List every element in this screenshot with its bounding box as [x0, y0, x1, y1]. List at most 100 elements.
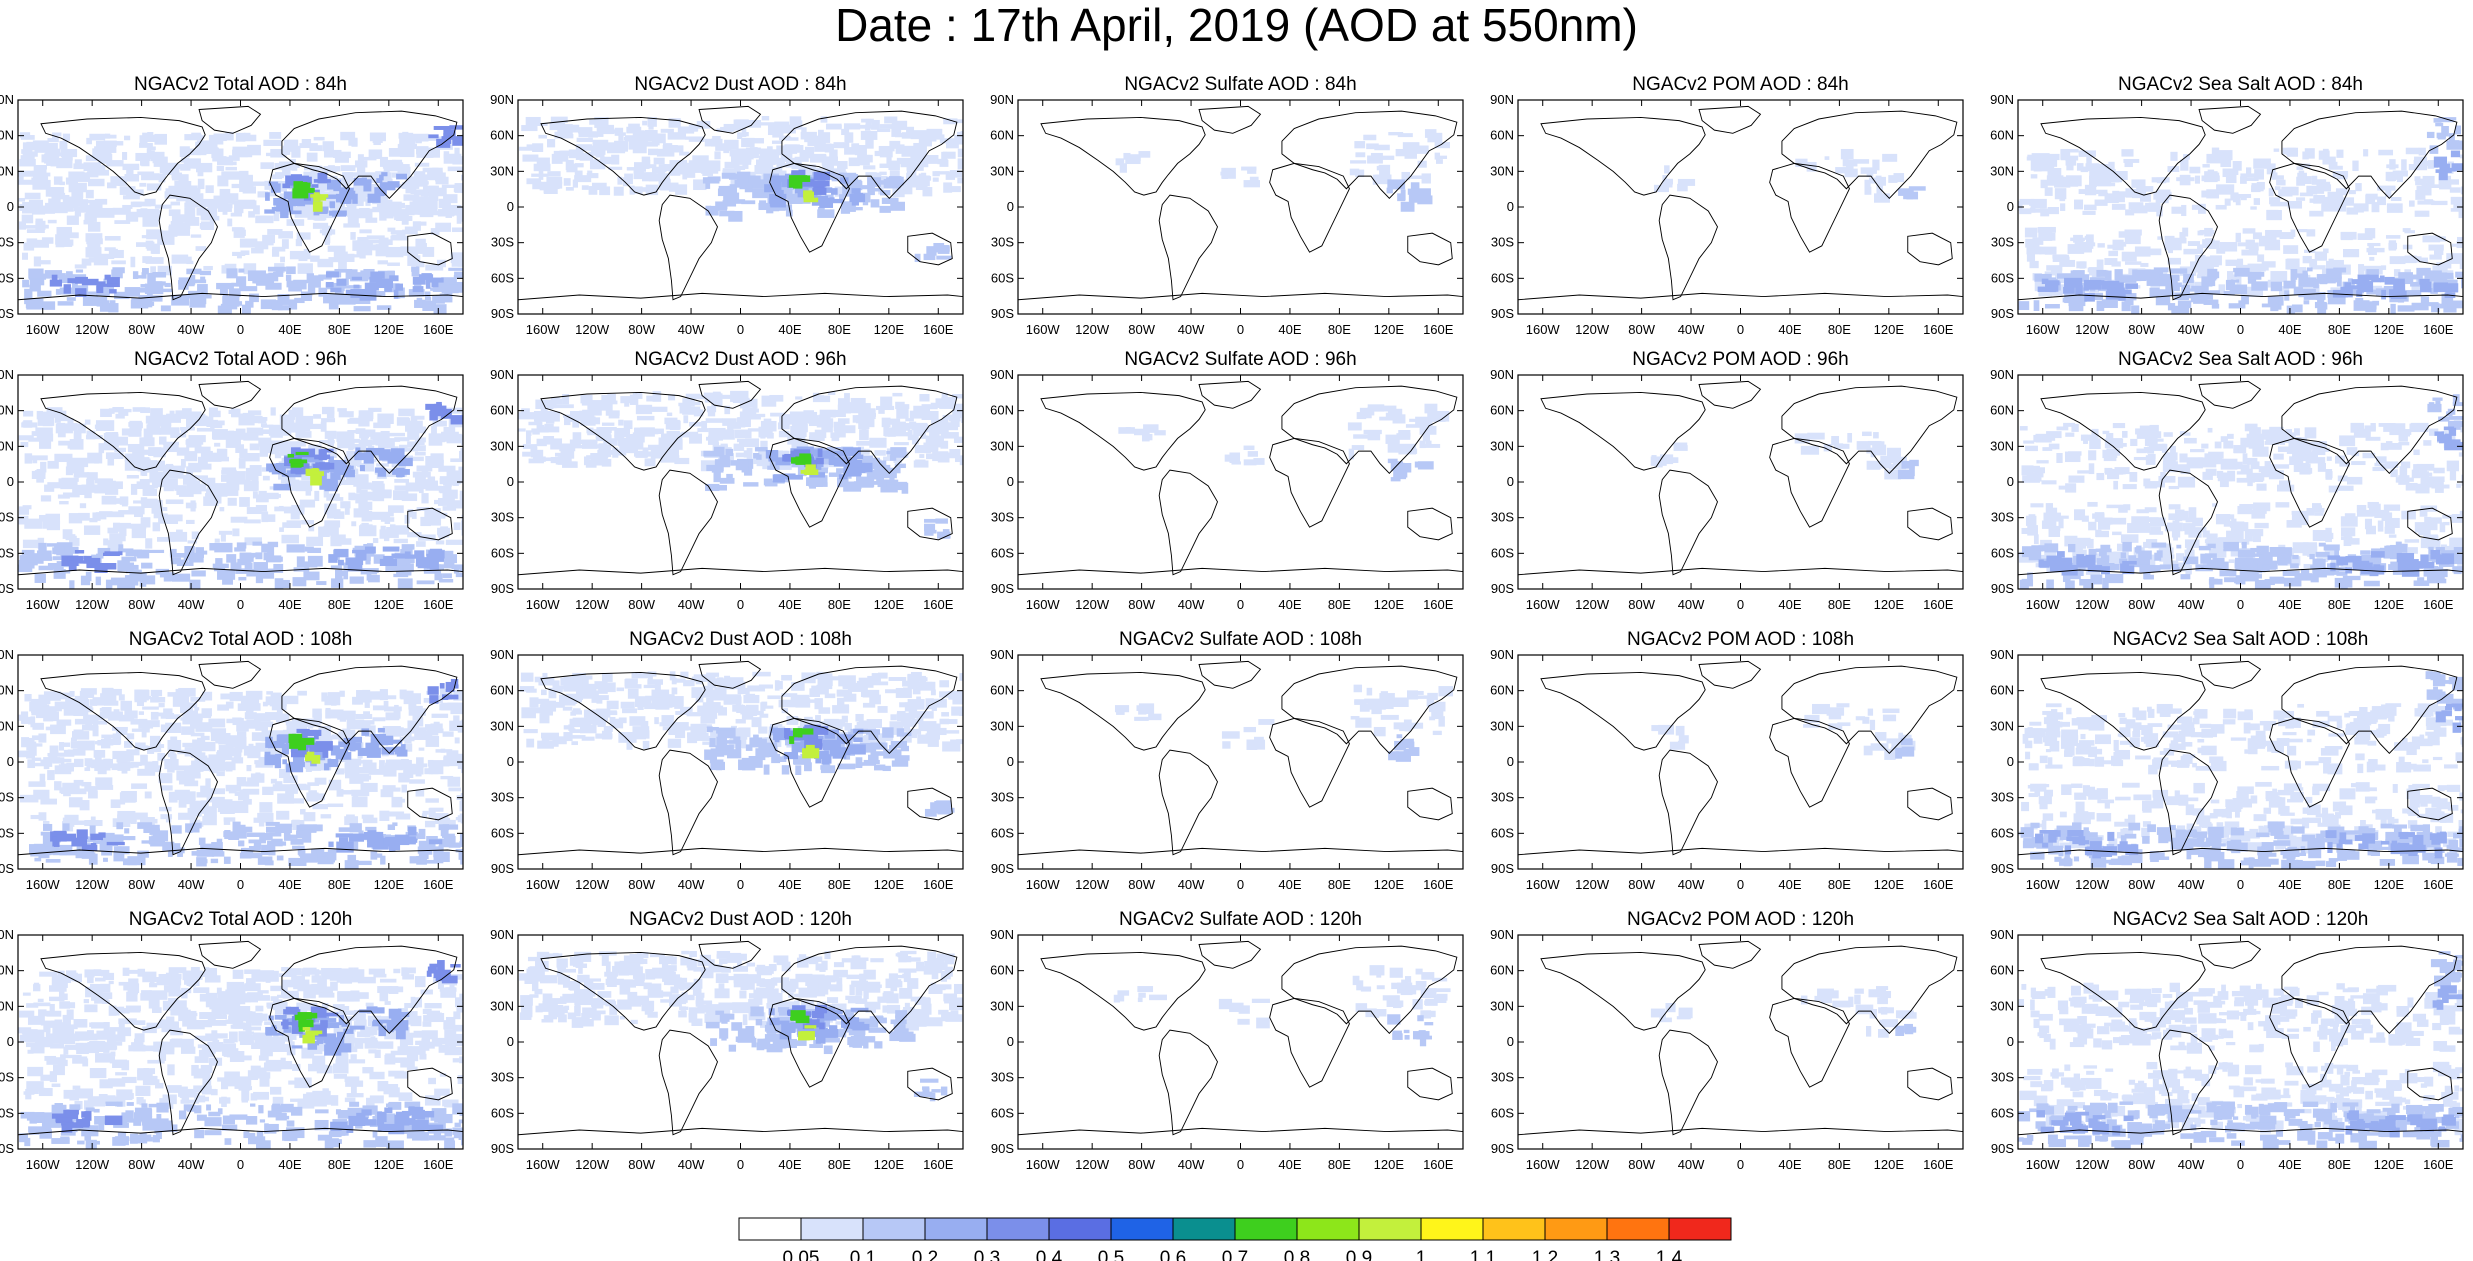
aod-cell [650, 406, 668, 412]
aod-cell [431, 172, 446, 180]
aod-cell [453, 478, 459, 486]
aod-cell [1229, 452, 1241, 463]
aod-cell [296, 232, 311, 240]
aod-cell [422, 167, 439, 173]
aod-cell [2197, 230, 2204, 236]
aod-cell [122, 204, 133, 209]
aod-cell [376, 178, 383, 184]
aod-cell [2083, 287, 2089, 291]
aod-cell [353, 306, 371, 312]
aod-cell [945, 140, 959, 149]
aod-cell [1355, 152, 1366, 158]
lon-tick-label: 120W [1575, 597, 1610, 612]
lat-tick-label: 90S [0, 581, 14, 596]
aod-cell [2096, 269, 2107, 277]
aod-cell [226, 554, 237, 563]
aod-cell [28, 437, 41, 442]
aod-field [518, 375, 963, 589]
aod-cell [2445, 433, 2451, 439]
aod-cell [238, 148, 250, 154]
aod-cell [408, 436, 416, 440]
aod-cell [2180, 574, 2191, 580]
aod-cell [134, 745, 149, 750]
aod-cell [260, 162, 274, 169]
aod-cell [241, 304, 251, 314]
aod-cell [344, 285, 362, 289]
aod-cell [2455, 125, 2462, 135]
aod-cell [269, 132, 282, 139]
aod-cell [929, 441, 942, 446]
aod-cell [121, 564, 139, 570]
aod-cell [2096, 259, 2104, 271]
aod-cell [2385, 235, 2401, 239]
aod-cell [303, 248, 309, 257]
aod-cell [779, 414, 793, 425]
aod-cell [380, 525, 386, 535]
aod-cell [1243, 445, 1255, 450]
aod-cell [2164, 235, 2175, 245]
aod-cell [2346, 447, 2358, 455]
aod-cell [169, 548, 177, 557]
aod-cell [312, 468, 319, 475]
lat-tick-label: 0 [2007, 199, 2014, 214]
aod-cell [283, 191, 298, 200]
aod-cell [336, 538, 352, 545]
aod-cell [54, 453, 73, 463]
aod-cell [337, 440, 352, 449]
aod-cell [877, 128, 891, 133]
aod-cell [341, 194, 352, 204]
aod-cell [2426, 131, 2435, 139]
aod-cell [2459, 510, 2463, 519]
aod-cell [372, 717, 386, 722]
lat-tick-label: 60N [0, 128, 14, 143]
aod-cell [743, 482, 759, 487]
aod-cell [2212, 503, 2218, 507]
aod-cell [261, 467, 271, 472]
aod-cell [37, 416, 55, 426]
aod-cell [2056, 284, 2069, 295]
aod-cell [2413, 449, 2420, 456]
aod-cell [28, 199, 44, 211]
aod-cell [1395, 148, 1406, 157]
aod-cell [607, 142, 626, 154]
aod-cell [22, 279, 30, 288]
aod-cell [211, 410, 221, 418]
aod-cell [377, 260, 388, 265]
aod-cell [243, 432, 259, 441]
aod-cell [1434, 152, 1440, 160]
aod-cell [343, 223, 360, 228]
aod-cell [2223, 291, 2235, 296]
aod-cell [2152, 431, 2162, 439]
aod-cell [2207, 271, 2220, 279]
aod-cell [2366, 269, 2379, 280]
aod-cell [791, 170, 800, 180]
aod-cell [238, 134, 257, 142]
aod-cell [438, 485, 452, 493]
aod-cell [2085, 163, 2100, 172]
aod-cell [2375, 565, 2385, 575]
aod-cell [39, 169, 45, 177]
aod-cell [2073, 234, 2083, 243]
aod-cell [817, 207, 825, 211]
aod-cell [2250, 436, 2259, 447]
aod-cell [245, 482, 255, 490]
aod-cell [574, 163, 584, 168]
aod-cell [2216, 470, 2224, 479]
aod-cell [2144, 507, 2157, 513]
aod-cell [81, 258, 92, 266]
aod-cell [2387, 278, 2405, 285]
aod-cell [2089, 292, 2104, 301]
aod-cell [829, 149, 838, 157]
aod-cell [2298, 288, 2316, 298]
aod-cell [434, 573, 443, 581]
aod-cell [329, 200, 345, 210]
aod-cell [184, 220, 191, 230]
lon-tick-label: 120E [874, 322, 905, 337]
aod-cell [295, 451, 309, 456]
aod-cell [2092, 176, 2112, 187]
aod-cell [865, 118, 872, 127]
aod-cell [2200, 292, 2207, 304]
aod-cell [1367, 430, 1381, 441]
aod-cell [382, 546, 400, 552]
aod-cell [2367, 242, 2381, 247]
